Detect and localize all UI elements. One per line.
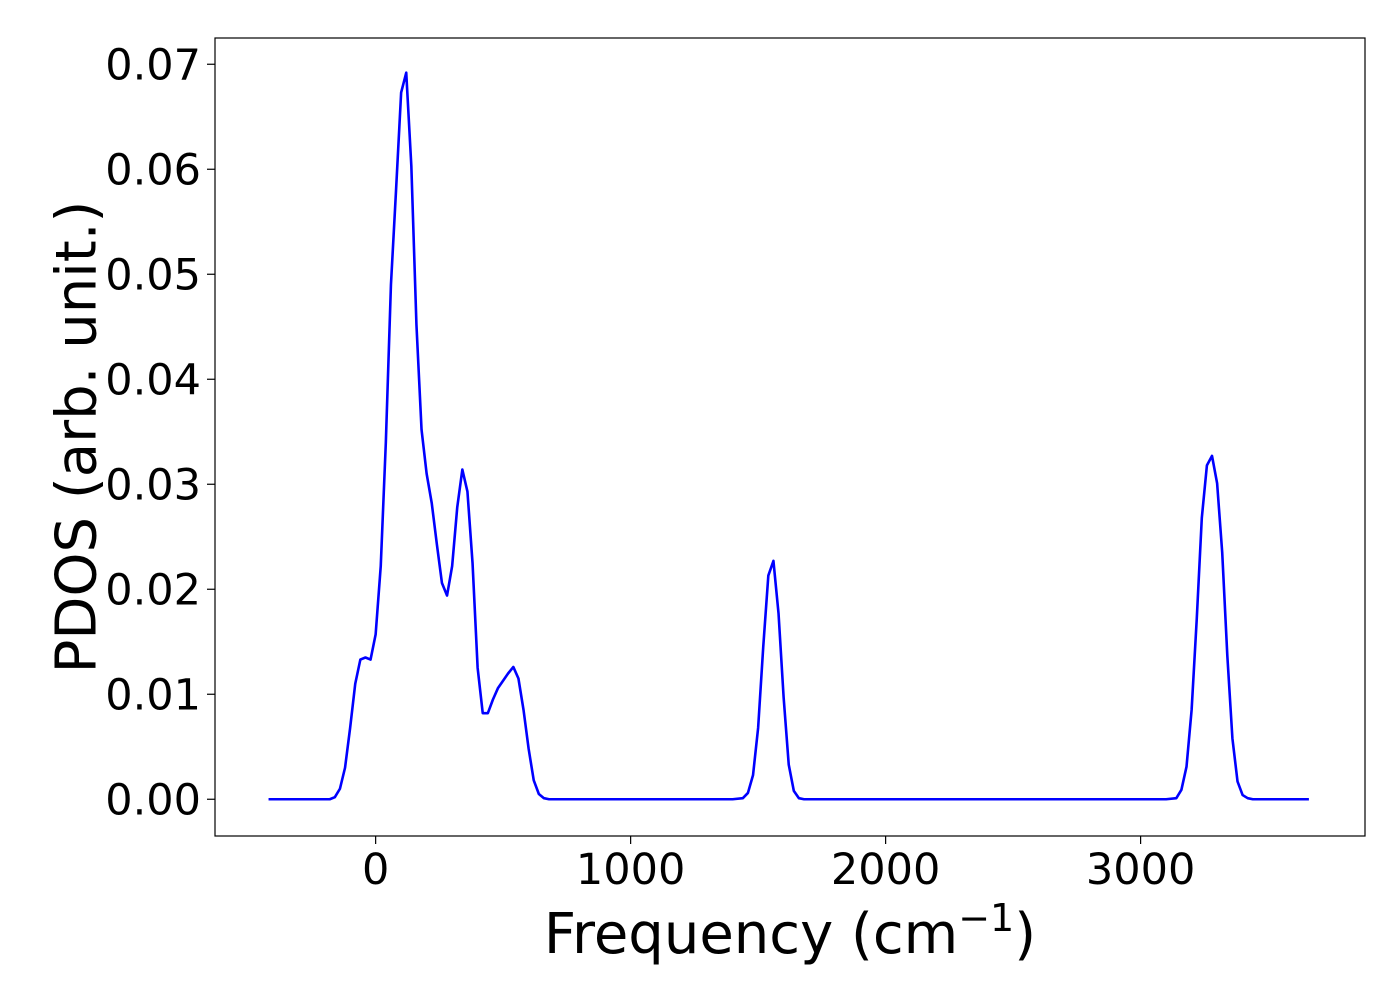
pdos-series-line <box>268 71 1309 801</box>
y-tick-label: 0.06 <box>105 145 201 195</box>
y-tick-label: 0.05 <box>105 250 201 300</box>
y-tick-label: 0.03 <box>105 460 201 510</box>
x-tick-label: 0 <box>362 845 389 895</box>
y-tick-label: 0.07 <box>105 40 201 90</box>
x-axis-title: Frequency (cm−1) <box>544 896 1036 967</box>
plot-frame <box>214 37 1366 837</box>
axis-ticks: 0 1000 2000 3000 0.00 0.01 0.02 0.03 0.04 0.05 0.0… <box>105 40 1195 895</box>
plot-area <box>268 71 1309 801</box>
x-axis-title-exponent: −1 <box>958 896 1014 940</box>
y-tick-label: 0.02 <box>105 565 201 615</box>
x-tick-label: 3000 <box>1086 845 1195 895</box>
y-tick-label: 0.01 <box>105 670 201 720</box>
x-tick-label: 2000 <box>831 845 940 895</box>
x-axis-title-text: Frequency (cm <box>544 902 958 967</box>
y-tick-label: 0.00 <box>105 775 201 825</box>
y-axis-title: PDOS (arb. unit.) <box>45 201 110 674</box>
x-axis-title-close: ) <box>1014 902 1036 967</box>
y-tick-label: 0.04 <box>105 355 201 405</box>
x-tick-label: 1000 <box>576 845 685 895</box>
